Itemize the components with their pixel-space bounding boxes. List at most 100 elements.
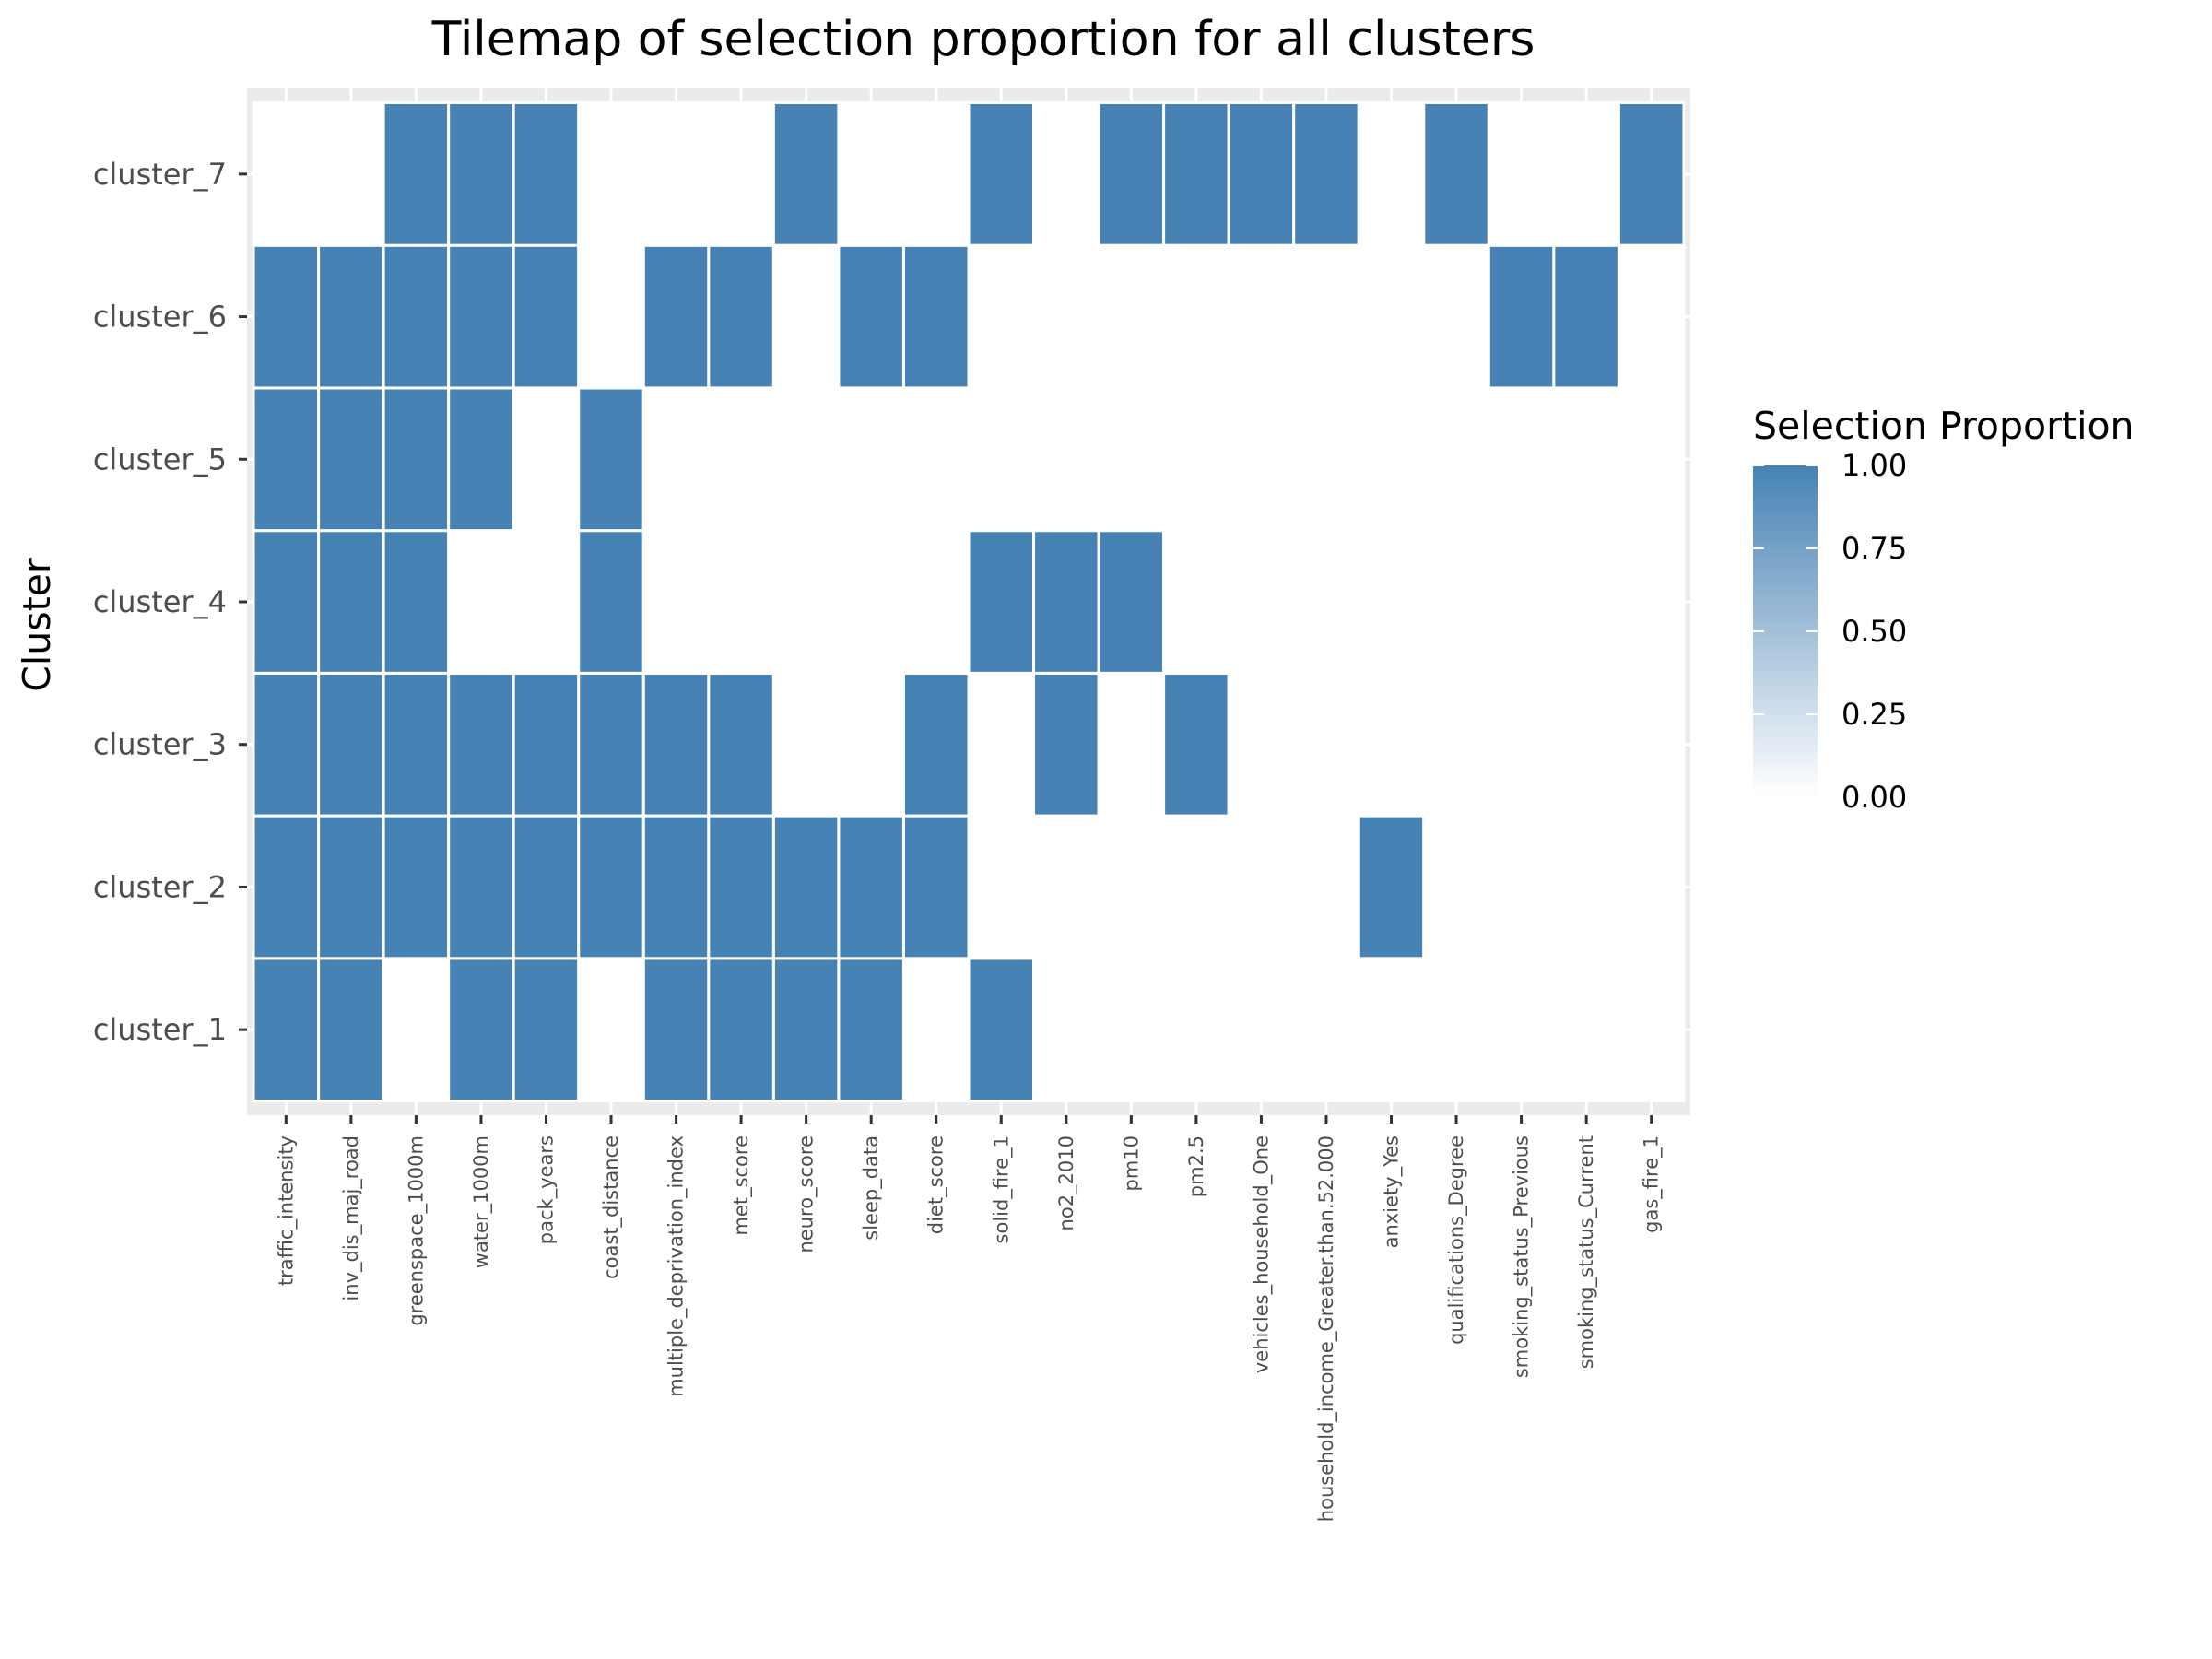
heatmap-tile xyxy=(317,100,385,247)
x-tick-label: vehicles_household_One xyxy=(1250,1135,1273,1373)
tile-layer xyxy=(252,100,1686,1103)
heatmap-tile xyxy=(447,814,515,960)
x-tick-label: met_score xyxy=(730,1135,753,1236)
heatmap-tile xyxy=(447,671,515,818)
heatmap-tile xyxy=(1097,243,1166,390)
heatmap-tile xyxy=(1357,957,1426,1103)
heatmap-tile xyxy=(577,529,645,675)
x-tick-label: solid_fire_1 xyxy=(990,1135,1013,1243)
x-tick-label: gas_fire_1 xyxy=(1641,1135,1664,1233)
heatmap-tile xyxy=(1617,100,1686,247)
heatmap-tile xyxy=(1292,957,1360,1103)
heatmap-tile xyxy=(1422,529,1490,675)
heatmap-tile xyxy=(1162,814,1230,960)
y-tick-label: cluster_3 xyxy=(93,727,227,762)
heatmap-tile xyxy=(1032,243,1100,390)
heatmap-tile xyxy=(707,671,775,818)
heatmap-tile xyxy=(1617,671,1686,818)
heatmap-tile xyxy=(707,957,775,1103)
x-tick-label: greenspace_1000m xyxy=(405,1135,428,1326)
x-tick-label: multiple_deprivation_index xyxy=(665,1135,688,1397)
heatmap-tile xyxy=(901,100,971,247)
x-tick-label: anxiety_Yes xyxy=(1381,1135,1404,1248)
chart-title: Tilemap of selection proportion for all … xyxy=(431,12,1535,67)
heatmap-tile xyxy=(837,386,905,533)
heatmap-tile xyxy=(901,243,971,390)
heatmap-tile xyxy=(1617,957,1686,1103)
heatmap-tile xyxy=(1097,529,1166,675)
x-tick-label: no2_2010 xyxy=(1055,1135,1078,1230)
heatmap-tile xyxy=(447,100,515,247)
heatmap-tile xyxy=(577,243,645,390)
heatmap-tile xyxy=(1357,386,1426,533)
x-tick-label: traffic_intensity xyxy=(275,1135,298,1286)
heatmap-tile xyxy=(1292,671,1360,818)
heatmap-tile xyxy=(967,386,1036,533)
heatmap-tile xyxy=(447,529,515,675)
heatmap-tile xyxy=(1422,957,1490,1103)
heatmap-tile xyxy=(1617,243,1686,390)
heatmap-tile xyxy=(1357,671,1426,818)
heatmap-tile xyxy=(1227,386,1296,533)
heatmap-tile xyxy=(641,386,711,533)
heatmap-tile xyxy=(771,100,841,247)
heatmap-tile xyxy=(317,957,385,1103)
heatmap-tile xyxy=(1617,529,1686,675)
heatmap-tile xyxy=(252,671,321,818)
heatmap-tile xyxy=(1552,814,1620,960)
heatmap-tile xyxy=(771,814,841,960)
heatmap-tile xyxy=(641,814,711,960)
y-tick-label: cluster_2 xyxy=(93,869,227,904)
heatmap-tile xyxy=(1227,529,1296,675)
heatmap-tile xyxy=(382,100,451,247)
heatmap-tile xyxy=(1097,671,1166,818)
heatmap-tile xyxy=(1357,529,1426,675)
heatmap-tile xyxy=(771,386,841,533)
heatmap-tile xyxy=(1487,957,1556,1103)
x-tick-label: pack_years xyxy=(535,1135,558,1244)
heatmap-tile xyxy=(1097,957,1166,1103)
y-tick-label: cluster_7 xyxy=(93,157,227,192)
heatmap-tile xyxy=(382,529,451,675)
x-tick-label: pm10 xyxy=(1120,1135,1142,1192)
heatmap-tile xyxy=(1032,671,1100,818)
heatmap-tile xyxy=(252,100,321,247)
heatmap-tile xyxy=(252,243,321,390)
heatmap-tile xyxy=(1032,386,1100,533)
heatmap-tile xyxy=(771,957,841,1103)
heatmap-tile xyxy=(1487,814,1556,960)
heatmap-tile xyxy=(512,957,581,1103)
heatmap-tile xyxy=(1422,243,1490,390)
heatmap-tile xyxy=(1552,243,1620,390)
heatmap-tile xyxy=(641,957,711,1103)
heatmap-tile xyxy=(1617,814,1686,960)
heatmap-tile xyxy=(382,957,451,1103)
heatmap-tile xyxy=(1487,671,1556,818)
heatmap-tile xyxy=(1292,100,1360,247)
heatmap-tile xyxy=(967,529,1036,675)
legend-tick-label: 0.00 xyxy=(1841,780,1907,815)
x-tick-label: household_income_Greater.than.52.000 xyxy=(1315,1135,1338,1522)
legend: Selection Proportion 1.00 0.75 0.50 0.25 0.0… xyxy=(1753,404,2135,815)
legend-tick-label: 0.50 xyxy=(1841,614,1907,649)
heatmap-tile xyxy=(1227,100,1296,247)
heatmap-tile xyxy=(1422,671,1490,818)
heatmap-tile xyxy=(1487,243,1556,390)
heatmap-tile xyxy=(707,529,775,675)
heatmap-tile xyxy=(447,957,515,1103)
heatmap-tile xyxy=(512,671,581,818)
heatmap-tile xyxy=(1227,243,1296,390)
heatmap-tile xyxy=(577,957,645,1103)
heatmap-tile xyxy=(1552,529,1620,675)
heatmap-tile xyxy=(1162,386,1230,533)
heatmap-tile xyxy=(837,814,905,960)
heatmap-tile xyxy=(837,243,905,390)
heatmap-tile xyxy=(707,100,775,247)
y-axis: cluster_1 cluster_2 cluster_3 cluster_4 clus… xyxy=(93,157,247,1047)
heatmap-tile xyxy=(1097,100,1166,247)
heatmap-tile xyxy=(1227,814,1296,960)
heatmap-tile xyxy=(1552,957,1620,1103)
heatmap-tile xyxy=(1357,243,1426,390)
